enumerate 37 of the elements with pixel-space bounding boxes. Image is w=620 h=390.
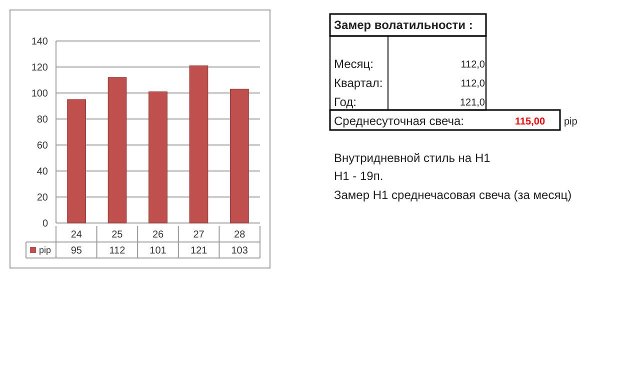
legend-label: pip (39, 245, 52, 256)
y-tick-label: 20 (36, 192, 48, 204)
x-tick-label: 28 (234, 230, 246, 240)
text: 112,0 (460, 60, 486, 70)
y-tick-label: 140 (31, 36, 48, 48)
text: Год: (334, 95, 356, 110)
y-tick-label: 60 (36, 140, 48, 152)
text: 121,0 (460, 98, 486, 108)
bar (108, 77, 127, 224)
text: Замер H1 среднечасовая свеча (за месяц) (334, 188, 572, 202)
text: 115,00 (514, 116, 546, 128)
text: Месяц: (334, 57, 374, 72)
data-label: 95 (70, 246, 82, 256)
data-label: 103 (231, 246, 248, 256)
y-tick-label: 100 (31, 88, 48, 100)
text: Квартал: (334, 76, 383, 90)
x-tick-label: 27 (193, 230, 205, 240)
bar (67, 99, 86, 224)
x-tick-label: 25 (112, 230, 124, 240)
x-tick-label: 26 (152, 230, 164, 240)
text: pip (564, 116, 578, 128)
data-label: 121 (190, 246, 208, 256)
data-label: 101 (150, 246, 167, 256)
bar (148, 91, 168, 224)
x-tick-label: 24 (70, 230, 82, 240)
bar (189, 65, 208, 224)
data-label: 112 (109, 246, 126, 256)
text: Замер волатильности : (334, 18, 473, 32)
text: 112,0 (460, 78, 486, 90)
bar (230, 88, 249, 224)
y-tick-label: 0 (42, 218, 48, 230)
y-tick-label: 40 (36, 166, 48, 178)
text: Внутридневной стиль на H1 (334, 151, 491, 166)
text: H1 - 19п. (334, 169, 384, 184)
y-tick-label: 120 (31, 62, 48, 74)
text: Среднесуточная свеча: (334, 114, 464, 128)
y-tick-label: 80 (36, 114, 48, 126)
